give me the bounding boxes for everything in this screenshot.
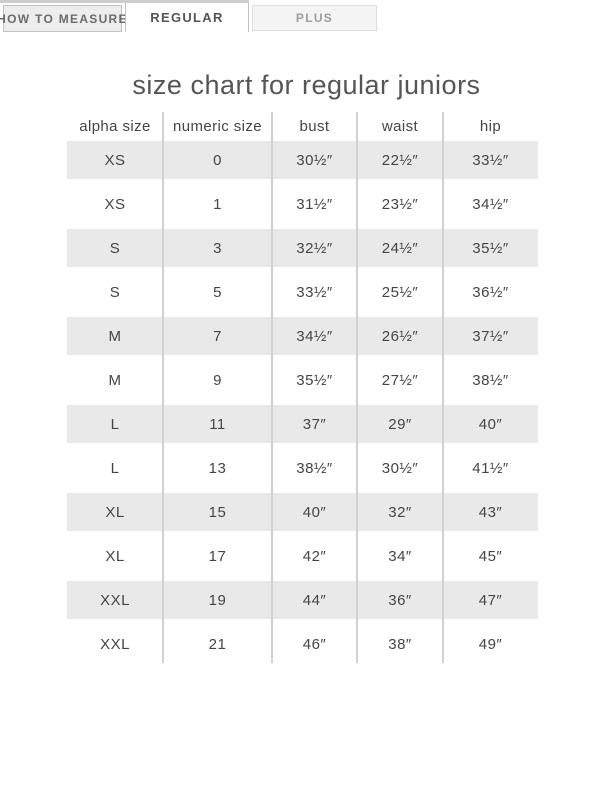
table-cell: 38″	[388, 635, 412, 653]
table-cell: XL	[105, 503, 125, 521]
tab-regular[interactable]: REGULAR	[125, 3, 249, 32]
table-cell: 30½″	[296, 151, 333, 169]
table-cell: 25½″	[381, 283, 419, 301]
table-cell: 46″	[302, 635, 327, 653]
table-row: S 5 33½″ 25½″ 36½″	[67, 273, 538, 311]
table-cell: 38½″	[296, 459, 333, 477]
table-cell: 47″	[478, 591, 503, 609]
table-cell: 23½″	[381, 195, 419, 213]
table-cell: 7	[213, 327, 222, 345]
table-row: XL 17 42″ 34″ 45″	[67, 537, 538, 575]
table-cell: 36″	[388, 591, 412, 609]
table-cell: 0	[213, 151, 222, 169]
table-row: XXL 19 44″ 36″ 47″	[67, 581, 538, 619]
table-cell: XS	[104, 195, 126, 213]
table-body: XS 0 30½″ 22½″ 33½″ XS 1 31½″ 23½″ 34½″ S 3 32½″ 24½″…	[67, 141, 538, 663]
tab-how-to-measure[interactable]: HOW TO MEASURE	[0, 5, 127, 32]
table-row: S 3 32½″ 24½″ 35½″	[67, 229, 538, 267]
tab-bar: HOW TO MEASURE REGULAR PLUS	[0, 0, 613, 34]
table-cell: XXL	[100, 635, 130, 653]
table-cell: 13	[208, 459, 227, 477]
tab-bar-top-strip	[0, 0, 249, 3]
table-cell: L	[110, 459, 120, 477]
table-cell: 38½″	[472, 371, 509, 389]
table-cell: L	[110, 415, 120, 433]
table-cell: 37½″	[472, 327, 509, 345]
table-cell: 3	[213, 239, 222, 257]
table-cell: 42″	[302, 547, 327, 565]
page-title: size chart for regular juniors	[132, 70, 481, 100]
table-cell: 34″	[388, 547, 412, 565]
table-cell: XXL	[100, 591, 130, 609]
table-cell: 30½″	[381, 459, 419, 477]
table-cell: 32″	[388, 503, 412, 521]
table-cell: 35½″	[296, 371, 333, 389]
table-cell: S	[109, 239, 121, 257]
table-cell: 29″	[388, 415, 412, 433]
column-divider	[271, 112, 273, 663]
column-header: alpha size	[79, 118, 151, 135]
table-cell: 9	[213, 371, 222, 389]
table-cell: 44″	[302, 591, 327, 609]
table-cell: S	[109, 283, 121, 301]
table-cell: 49″	[478, 635, 503, 653]
table-cell: 36½″	[472, 283, 509, 301]
table-row: XXL 21 46″ 38″ 49″	[67, 625, 538, 663]
table-row: XS 1 31½″ 23½″ 34½″	[67, 185, 538, 223]
table-row: L 11 37″ 29″ 40″	[67, 405, 538, 443]
table-cell: 43″	[478, 503, 503, 521]
table-cell: 5	[213, 283, 222, 301]
table-cell: 35½″	[472, 239, 509, 257]
column-divider	[162, 112, 164, 663]
table-cell: 26½″	[381, 327, 419, 345]
table-row: L 13 38½″ 30½″ 41½″	[67, 449, 538, 487]
table-cell: M	[108, 371, 122, 389]
table-cell: 37″	[302, 415, 327, 433]
column-header: waist	[381, 118, 419, 135]
column-header: bust	[299, 118, 330, 135]
table-cell: 33½″	[296, 283, 333, 301]
table-cell: 24½″	[381, 239, 419, 257]
table-cell: 31½″	[296, 195, 333, 213]
table-cell: 19	[208, 591, 227, 609]
table-row: XS 0 30½″ 22½″ 33½″	[67, 141, 538, 179]
table-cell: 27½″	[381, 371, 419, 389]
table-cell: 22½″	[381, 151, 419, 169]
column-header: hip	[479, 118, 502, 135]
size-chart-table: alpha size numeric size bust waist hip XS 0 30…	[67, 112, 538, 663]
table-cell: XS	[104, 151, 126, 169]
table-cell: 41½″	[472, 459, 509, 477]
table-cell: 34½″	[296, 327, 333, 345]
table-header-row: alpha size numeric size bust waist hip	[67, 112, 538, 141]
table-cell: 40″	[302, 503, 327, 521]
table-row: M 9 35½″ 27½″ 38½″	[67, 361, 538, 399]
table-cell: 40″	[478, 415, 503, 433]
table-cell: 15	[208, 503, 227, 521]
table-row: M 7 34½″ 26½″ 37½″	[67, 317, 538, 355]
column-divider	[442, 112, 444, 663]
table-cell: 32½″	[296, 239, 333, 257]
table-cell: 17	[208, 547, 227, 565]
table-cell: 21	[208, 635, 227, 653]
column-header: numeric size	[173, 118, 262, 135]
table-cell: 34½″	[472, 195, 509, 213]
table-cell: XL	[105, 547, 125, 565]
tab-plus[interactable]: PLUS	[252, 5, 377, 31]
table-cell: 1	[213, 195, 222, 213]
table-cell: 33½″	[472, 151, 509, 169]
table-cell: M	[108, 327, 122, 345]
table-row: XL 15 40″ 32″ 43″	[67, 493, 538, 531]
table-cell: 45″	[478, 547, 503, 565]
table-cell: 11	[209, 415, 226, 433]
column-divider	[356, 112, 358, 663]
